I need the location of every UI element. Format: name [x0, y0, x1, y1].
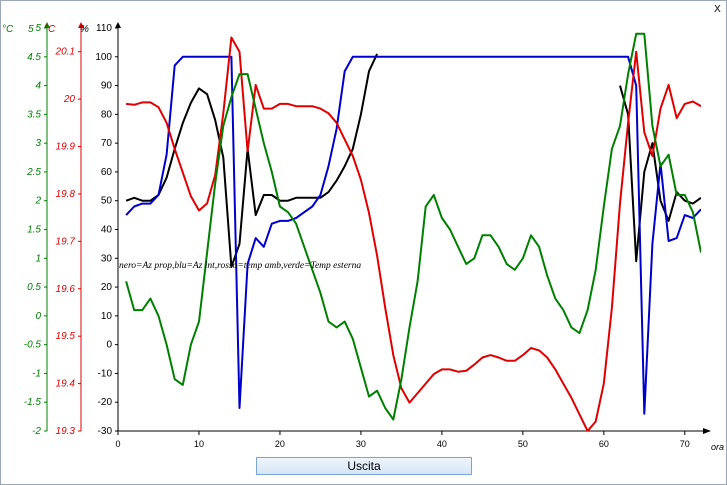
green-y-tick-label: 1.5: [27, 225, 41, 236]
red-y-tick-label: 19.4: [56, 379, 76, 390]
red-y-axis-arrow: [78, 22, 84, 28]
green-y-tick-label: -2: [32, 426, 41, 437]
x-tick-label: 20: [275, 439, 285, 449]
green-y-tick-label: 2.5: [26, 167, 41, 178]
red-y-tick-label: 19.3: [56, 426, 76, 437]
green-y-tick-label: 3: [35, 138, 41, 149]
green-y-tick-label: -1: [32, 368, 41, 379]
green-y-tick-label: 4: [35, 81, 41, 92]
close-icon[interactable]: x: [713, 1, 721, 15]
main-y-tick-label: 20: [101, 282, 113, 293]
x-axis-label: ora: [711, 442, 724, 452]
main-y-tick-label: 70: [101, 138, 113, 149]
main-y-axis-arrow: [115, 22, 121, 28]
legend-annotation: nero=Az prop,blu=Az int,rosso=temp amb,v…: [119, 261, 361, 271]
x-tick-label: 60: [599, 439, 609, 449]
x-tick-label: 10: [194, 439, 204, 449]
green-y-tick-label: 3.5: [27, 109, 41, 120]
green-y-tick-label: 5: [35, 23, 41, 34]
main-y-tick-label: 90: [101, 81, 113, 92]
x-tick-label: 0: [115, 439, 120, 449]
green-y-tick-label: -0.5: [24, 340, 42, 351]
red-y-tick-label: 20: [63, 94, 76, 105]
x-axis-arrow: [703, 428, 711, 434]
red-y-tick-label: 20.1: [55, 47, 75, 58]
x-tick-label: 70: [680, 439, 690, 449]
main-y-tick-label: 110: [96, 23, 112, 34]
red-y-tick-label: 19.5: [56, 331, 76, 342]
green-y-tick-label: 0.5: [27, 282, 41, 293]
x-tick-label: 50: [518, 439, 528, 449]
main-unit-label: %: [80, 24, 89, 35]
x-tick-label: 40: [437, 439, 447, 449]
green-y-axis-arrow: [44, 22, 50, 28]
main-y-tick-label: -20: [98, 397, 113, 408]
green-unit-label: °C: [2, 24, 14, 35]
green-y-tick-label: -1.5: [24, 397, 42, 408]
green-top-value: 5: [28, 24, 34, 35]
green-y-tick-label: 4.5: [27, 52, 41, 63]
main-y-tick-label: -10: [98, 368, 113, 379]
main-y-tick-label: 60: [101, 167, 113, 178]
red-y-tick-label: 19.9: [56, 142, 76, 153]
main-y-tick-label: 10: [101, 311, 113, 322]
main-y-tick-label: 40: [101, 225, 113, 236]
main-y-tick-label: 30: [101, 253, 113, 264]
exit-button[interactable]: Uscita: [256, 457, 472, 475]
green-y-tick-label: 2: [34, 196, 41, 207]
main-y-tick-label: -30: [98, 426, 113, 437]
red-y-tick-label: 19.6: [56, 284, 76, 295]
series-line-0: [125, 53, 379, 268]
main-y-tick-label: 0: [106, 340, 112, 351]
series-line-4: [125, 32, 701, 421]
red-y-tick-label: 19.7: [56, 236, 76, 247]
series-line-2: [125, 55, 701, 415]
main-y-tick-label: 50: [101, 196, 113, 207]
red-unit-label: °C: [44, 24, 56, 35]
green-y-tick-label: 1: [35, 253, 41, 264]
series-line-3: [125, 36, 701, 431]
green-y-tick-label: 0: [35, 311, 41, 322]
x-tick-label: 30: [356, 439, 366, 449]
red-y-tick-label: 19.8: [56, 189, 76, 200]
main-y-tick-label: 100: [95, 52, 112, 63]
main-y-tick-label: 80: [101, 109, 113, 120]
